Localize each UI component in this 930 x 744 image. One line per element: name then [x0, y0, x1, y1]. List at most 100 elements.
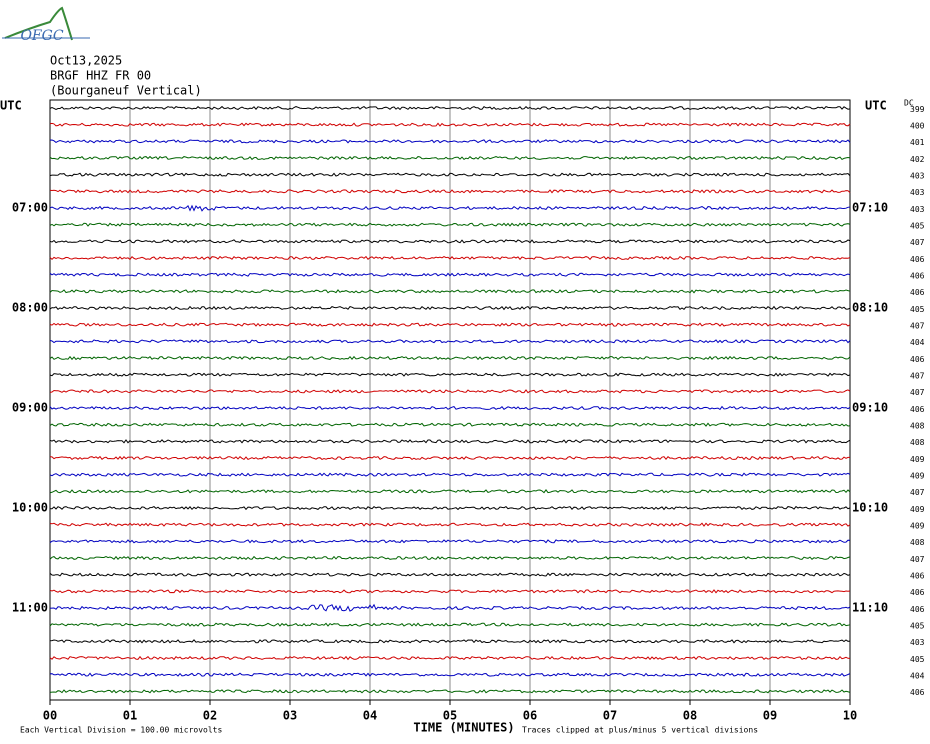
right-time-label: 10:10	[852, 501, 888, 515]
x-tick-label: 02	[203, 709, 217, 723]
trace	[49, 472, 851, 477]
trace	[49, 555, 851, 561]
trace	[49, 622, 851, 627]
trace	[49, 539, 851, 544]
left-time-label: 10:00	[12, 501, 48, 515]
x-tick-label: 00	[43, 709, 57, 723]
trace	[49, 105, 851, 111]
trace	[49, 439, 851, 444]
x-tick-label: 03	[283, 709, 297, 723]
trace	[49, 355, 851, 361]
date: Oct13,2025	[50, 54, 122, 68]
trace	[49, 204, 851, 212]
trace	[49, 322, 851, 327]
dc-value: 408	[910, 438, 925, 447]
trace	[49, 139, 851, 144]
location: (Bourganeuf Vertical)	[50, 84, 202, 98]
dc-value: 403	[910, 205, 925, 214]
dc-value: 405	[910, 622, 925, 631]
trace	[49, 122, 851, 127]
trace	[49, 689, 851, 694]
trace	[49, 305, 851, 311]
trace	[49, 272, 851, 277]
dc-value: 405	[910, 655, 925, 664]
dc-value: 405	[910, 222, 925, 231]
dc-value: 404	[910, 338, 925, 347]
right-time-label: 07:10	[852, 201, 888, 215]
trace	[50, 505, 851, 511]
trace	[49, 589, 851, 594]
x-tick-label: 08	[683, 709, 697, 723]
plot-frame	[49, 99, 851, 701]
trace	[49, 389, 851, 394]
dc-value: 403	[910, 638, 925, 647]
dc-value: 407	[910, 388, 925, 397]
dc-value: 406	[910, 588, 925, 597]
trace	[49, 172, 851, 177]
dc-header: DC	[904, 99, 914, 108]
dc-value: 407	[910, 322, 925, 331]
dc-value: 406	[910, 255, 925, 264]
x-tick-label: 05	[443, 709, 457, 723]
trace	[49, 255, 851, 261]
left-time-label: 09:00	[12, 401, 48, 415]
dc-value: 399	[910, 105, 925, 114]
dc-value: 402	[910, 155, 925, 164]
logo-text: OFGC	[20, 28, 63, 44]
dc-value: 408	[910, 538, 925, 547]
trace	[49, 289, 851, 294]
trace	[49, 155, 851, 161]
footer-right: Traces clipped at plus/minus 5 vertical …	[522, 726, 758, 735]
footer-left: Each Vertical Division = 100.00 microvol…	[20, 726, 222, 735]
dc-value: 406	[910, 355, 925, 364]
trace	[49, 222, 851, 227]
logo: OFGC	[2, 6, 90, 44]
trace	[49, 489, 851, 494]
dc-value: 407	[910, 488, 925, 497]
dc-value: 406	[910, 572, 925, 581]
dc-value: 406	[910, 688, 925, 697]
dc-value: 401	[910, 138, 925, 147]
x-axis-label: TIME (MINUTES)	[413, 721, 514, 735]
trace	[49, 339, 851, 344]
left-time-label: 11:00	[12, 601, 48, 615]
trace	[49, 455, 850, 461]
dc-value: 409	[910, 505, 925, 514]
x-tick-label: 10	[843, 709, 857, 723]
trace	[49, 672, 851, 677]
dc-value: 409	[910, 455, 925, 464]
trace	[49, 239, 851, 244]
x-tick-label: 07	[603, 709, 617, 723]
x-tick-label: 01	[123, 709, 137, 723]
trace	[49, 189, 851, 194]
trace	[49, 655, 851, 661]
right-time-label: 09:10	[852, 401, 888, 415]
right-time-label: UTC	[865, 99, 887, 113]
trace	[49, 422, 851, 427]
logo-curve	[4, 6, 73, 41]
dc-value: 408	[910, 422, 925, 431]
trace	[49, 405, 851, 411]
dc-value: 404	[910, 672, 925, 681]
right-time-label: 08:10	[852, 301, 888, 315]
dc-value: 406	[910, 605, 925, 614]
x-tick-label: 06	[523, 709, 537, 723]
dc-value: 406	[910, 288, 925, 297]
dc-value: 407	[910, 372, 925, 381]
dc-value: 405	[910, 305, 925, 314]
trace	[49, 639, 851, 644]
dc-value: 403	[910, 172, 925, 181]
dc-value: 409	[910, 472, 925, 481]
trace	[49, 603, 851, 612]
station: BRGF HHZ FR 00	[50, 69, 151, 83]
x-tick-label: 04	[363, 709, 377, 723]
left-time-label: UTC	[0, 99, 22, 113]
trace	[49, 522, 851, 527]
right-time-label: 11:10	[852, 601, 888, 615]
trace	[49, 372, 851, 377]
left-time-label: 07:00	[12, 201, 48, 215]
left-time-label: 08:00	[12, 301, 48, 315]
dc-value: 400	[910, 122, 925, 131]
dc-value: 403	[910, 188, 925, 197]
